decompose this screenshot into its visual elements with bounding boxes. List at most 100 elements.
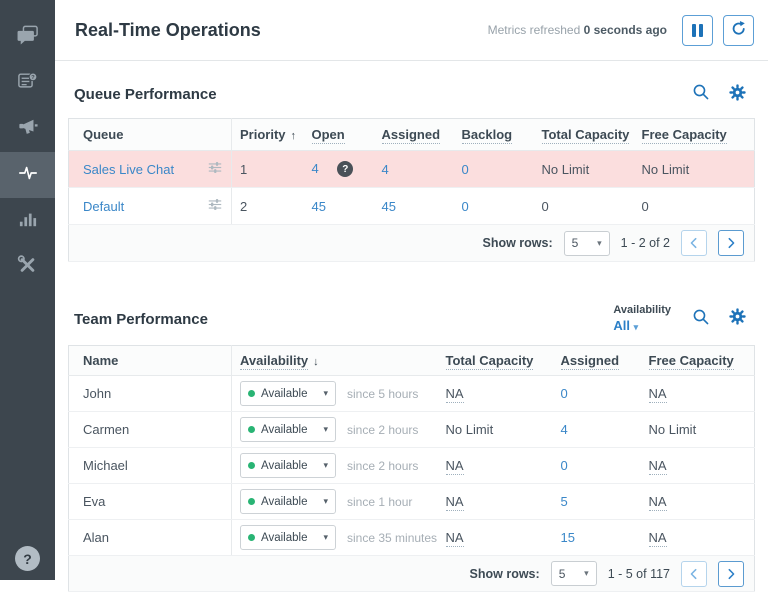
team-row-john: John Available ▾ since 5 hours NA 0 bbox=[68, 375, 755, 412]
team-row-carmen: Carmen Available ▾ since 2 hours No Limi… bbox=[68, 411, 755, 448]
sort-desc-icon: ↓ bbox=[313, 356, 319, 368]
queue-priority-value: 1 bbox=[231, 150, 304, 188]
team-col-assigned[interactable]: Assigned bbox=[552, 345, 641, 376]
team-pagination: Show rows: 5 ▾ 1 - 5 of 117 bbox=[77, 560, 746, 587]
refresh-button[interactable] bbox=[723, 14, 754, 46]
assigned-count-link[interactable]: 15 bbox=[560, 530, 575, 545]
free-capacity-value: NA bbox=[648, 458, 667, 475]
availability-select[interactable]: Available ▾ bbox=[240, 381, 336, 406]
sidebar: ? bbox=[0, 0, 55, 580]
sidebar-item-reports[interactable] bbox=[0, 198, 55, 244]
topbar: Real-Time Operations Metrics refreshed 0… bbox=[55, 0, 768, 61]
rows-per-page-select[interactable]: 5 ▾ bbox=[563, 230, 610, 256]
chat-bubbles-icon bbox=[17, 25, 39, 50]
queue-priority-value: 2 bbox=[231, 187, 304, 225]
assigned-count-link[interactable]: 4 bbox=[560, 422, 568, 437]
availability-select[interactable]: Available ▾ bbox=[240, 453, 336, 478]
sidebar-item-realtime[interactable] bbox=[0, 152, 55, 198]
queue-search-icon[interactable] bbox=[692, 83, 710, 106]
team-col-availability[interactable]: Availability ↓ bbox=[231, 345, 438, 376]
help-button[interactable]: ? bbox=[15, 546, 40, 571]
available-dot-icon bbox=[248, 462, 255, 469]
free-capacity-value: No Limit bbox=[648, 422, 697, 437]
next-page-button[interactable] bbox=[718, 560, 744, 587]
sidebar-item-campaigns[interactable] bbox=[0, 106, 55, 152]
team-col-total-capacity[interactable]: Total Capacity bbox=[437, 345, 553, 376]
caret-down-icon: ▾ bbox=[323, 388, 328, 398]
queue-col-open[interactable]: Open bbox=[303, 118, 374, 151]
queue-col-total-capacity[interactable]: Total Capacity bbox=[533, 118, 634, 151]
team-search-icon[interactable] bbox=[692, 308, 710, 331]
queue-settings-gear-icon[interactable] bbox=[729, 83, 746, 106]
assigned-count-link[interactable]: 0 bbox=[560, 458, 568, 473]
rows-per-page-select[interactable]: 5 ▾ bbox=[550, 561, 597, 586]
caret-down-icon: ▾ bbox=[633, 321, 639, 332]
queue-col-assigned[interactable]: Assigned bbox=[373, 118, 454, 151]
help-question-icon: ? bbox=[23, 550, 32, 567]
queue-col-priority[interactable]: Priority ↑ bbox=[231, 118, 304, 151]
availability-since-text: since 2 hours bbox=[347, 458, 419, 473]
queue-col-queue: Queue bbox=[68, 118, 232, 151]
main-area: Real-Time Operations Metrics refreshed 0… bbox=[55, 0, 768, 592]
availability-select[interactable]: Available ▾ bbox=[240, 525, 336, 550]
open-count-link[interactable]: 4 bbox=[311, 160, 319, 176]
show-rows-label: Show rows: bbox=[469, 566, 540, 581]
availability-filter-label: Availability bbox=[613, 304, 671, 316]
queue-row-sales-live-chat: Sales Live Chat bbox=[68, 150, 755, 188]
tools-icon bbox=[17, 254, 38, 280]
sidebar-item-articles[interactable]: ? bbox=[0, 60, 55, 106]
assigned-count-link[interactable]: 0 bbox=[560, 386, 568, 401]
sidebar-item-admin[interactable] bbox=[0, 244, 55, 290]
availability-select[interactable]: Available ▾ bbox=[240, 417, 336, 442]
free-capacity-value: NA bbox=[648, 386, 667, 403]
availability-filter[interactable]: Availability All ▾ bbox=[613, 304, 671, 333]
prev-page-button[interactable] bbox=[681, 230, 707, 256]
next-page-button[interactable] bbox=[718, 230, 744, 256]
availability-since-text: since 35 minutes bbox=[347, 530, 438, 545]
queue-sliders-icon[interactable] bbox=[207, 197, 223, 215]
team-table-header-row: Name Availability ↓ Total Capacity Assign… bbox=[68, 345, 755, 376]
availability-since-text: since 1 hour bbox=[347, 494, 413, 509]
refresh-icon bbox=[730, 20, 747, 40]
content: Queue Performance bbox=[55, 61, 768, 592]
svg-text:?: ? bbox=[31, 75, 35, 81]
team-col-free-capacity[interactable]: Free Capacity bbox=[640, 345, 755, 376]
available-dot-icon bbox=[248, 498, 255, 505]
agent-name: Alan bbox=[68, 519, 232, 556]
free-capacity-value: NA bbox=[648, 530, 667, 547]
backlog-count-link[interactable]: 0 bbox=[461, 198, 469, 214]
team-row-alan: Alan Available ▾ since 35 minutes NA bbox=[68, 519, 755, 556]
queue-pagination: Show rows: 5 ▾ 1 - 2 of 2 bbox=[77, 230, 746, 256]
queue-col-backlog[interactable]: Backlog bbox=[453, 118, 534, 151]
assigned-count-link[interactable]: 4 bbox=[381, 161, 389, 177]
free-capacity-value: NA bbox=[648, 494, 667, 511]
sidebar-item-chats[interactable] bbox=[0, 14, 55, 60]
available-dot-icon bbox=[248, 426, 255, 433]
backlog-count-link[interactable]: 0 bbox=[461, 161, 469, 177]
alert-question-badge[interactable]: ? bbox=[337, 161, 354, 178]
open-count-link[interactable]: 45 bbox=[311, 198, 326, 214]
total-capacity-value: NA bbox=[445, 530, 464, 547]
team-settings-gear-icon[interactable] bbox=[729, 308, 746, 330]
availability-since-text: since 2 hours bbox=[347, 422, 419, 437]
show-rows-label: Show rows: bbox=[482, 236, 553, 250]
total-capacity-value: NA bbox=[445, 494, 464, 511]
pause-refresh-button[interactable] bbox=[682, 14, 713, 46]
availability-select[interactable]: Available ▾ bbox=[240, 489, 336, 514]
queue-col-free-capacity[interactable]: Free Capacity bbox=[633, 118, 755, 151]
team-table: Name Availability ↓ Total Capacity Assign… bbox=[68, 345, 755, 592]
availability-since-text: since 5 hours bbox=[347, 386, 419, 401]
caret-down-icon: ▾ bbox=[323, 424, 328, 434]
free-capacity-value: No Limit bbox=[633, 150, 755, 188]
pause-icon bbox=[692, 23, 703, 37]
caret-down-icon: ▾ bbox=[323, 532, 328, 542]
queue-link[interactable]: Sales Live Chat bbox=[83, 161, 175, 177]
assigned-count-link[interactable]: 45 bbox=[381, 198, 396, 214]
queue-link[interactable]: Default bbox=[83, 198, 125, 214]
prev-page-button[interactable] bbox=[681, 560, 707, 587]
queue-sliders-icon[interactable] bbox=[207, 160, 223, 178]
total-capacity-value: No Limit bbox=[445, 422, 494, 437]
assigned-count-link[interactable]: 5 bbox=[560, 494, 568, 509]
queue-row-default: Default bbox=[68, 187, 755, 225]
caret-down-icon: ▾ bbox=[597, 237, 602, 248]
